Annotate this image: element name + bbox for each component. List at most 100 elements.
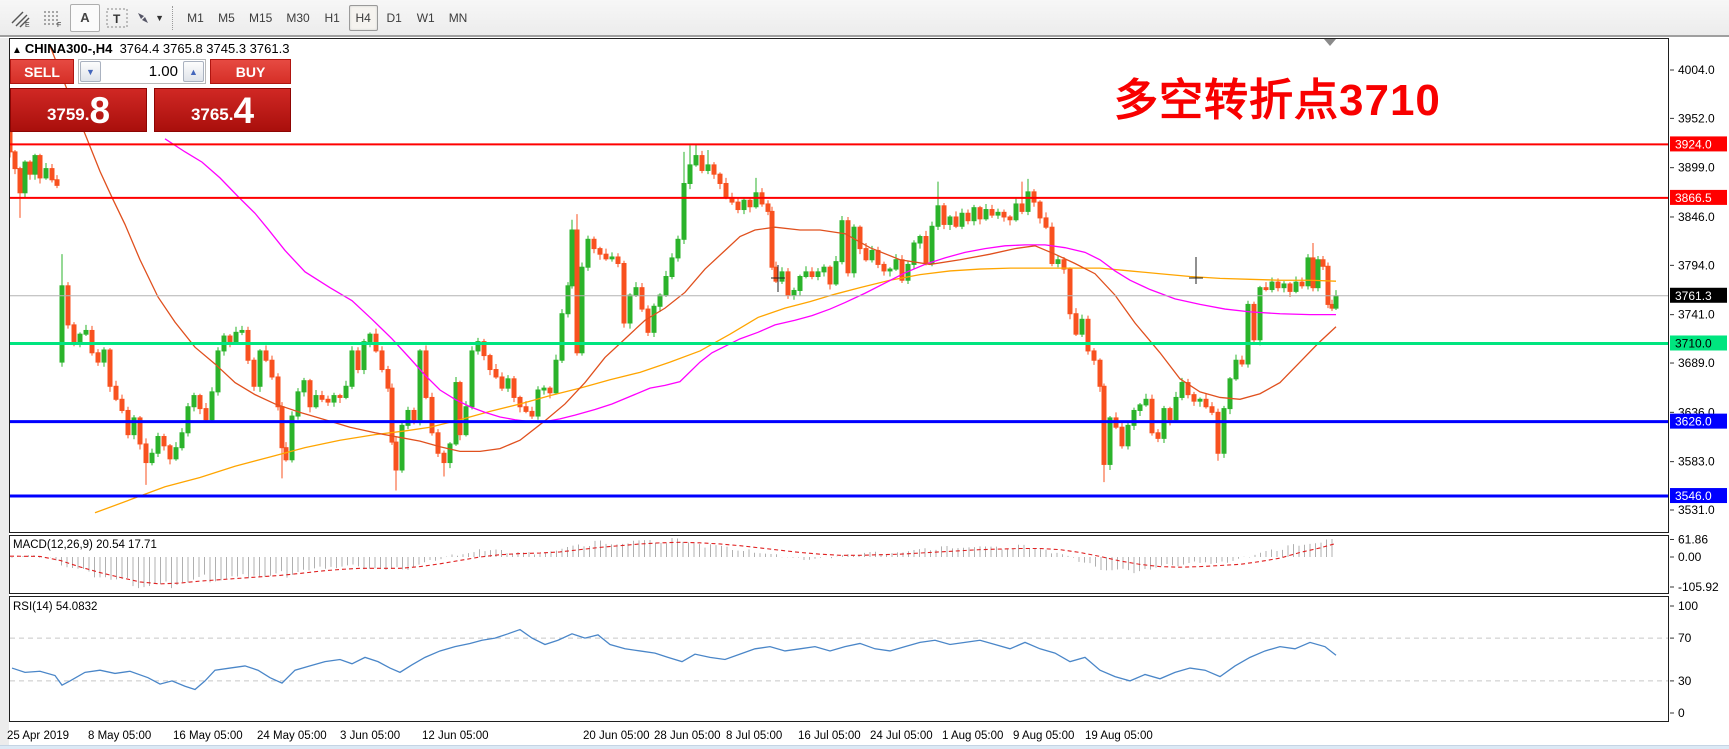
timeframe-button-m5[interactable]: M5: [218, 10, 235, 25]
candle: [1281, 283, 1287, 289]
candle: [179, 432, 185, 449]
ma-medium-magenta: [164, 138, 1336, 423]
candle: [17, 168, 23, 194]
sell-price-display[interactable]: 3759. 8: [10, 88, 147, 132]
date-axis-label: 16 Jul 05:00: [798, 730, 861, 742]
price-axis-label: 3583.0: [1678, 455, 1715, 469]
candle: [941, 205, 947, 225]
candle: [10, 124, 13, 153]
candle: [1197, 398, 1203, 402]
date-axis-label: 1 Aug 05:00: [942, 730, 1003, 742]
candle: [705, 164, 711, 171]
date-axis-label: 9 Aug 05:00: [1013, 730, 1074, 742]
candle: [663, 276, 669, 296]
candle: [113, 385, 119, 400]
candle: [851, 226, 857, 274]
timeframe-button-group: M1 M5 M15 M30 H1 H4 D1 W1 MN: [181, 4, 475, 31]
candle: [493, 369, 499, 378]
candle: [1013, 203, 1019, 221]
rsi-axis-label: 70: [1678, 631, 1692, 645]
date-axis-label: 28 Jun 05:00: [654, 730, 721, 742]
timeframe-button-w1[interactable]: W1: [416, 10, 435, 25]
candle: [167, 445, 173, 460]
candle: [657, 294, 663, 307]
candle: [1215, 411, 1221, 454]
price-tag-label: 3761.3: [1675, 289, 1712, 303]
candle: [887, 268, 893, 272]
candle: [1079, 318, 1085, 335]
candle: [1019, 203, 1025, 212]
candle: [487, 355, 493, 371]
rsi-axis-label: 0: [1678, 706, 1685, 720]
rsi-axis-label: 30: [1678, 674, 1692, 688]
timeframe-button-d1[interactable]: D1: [386, 10, 402, 25]
ma-fast-red: [49, 45, 1337, 453]
date-axis-label: 8 May 05:00: [88, 730, 151, 742]
candle: [597, 248, 603, 255]
arrow-objects-icon[interactable]: ▼: [134, 4, 164, 32]
equidistant-channel-icon[interactable]: E: [6, 4, 36, 32]
candle: [1179, 382, 1185, 398]
price-axis-label: 3899.0: [1678, 161, 1715, 175]
text-label-icon[interactable]: A: [70, 3, 100, 32]
timeframe-button-m30[interactable]: M30: [286, 10, 310, 25]
panel-border: [9, 596, 1669, 722]
timeframe-button-m15[interactable]: M15: [249, 10, 273, 25]
volume-decrease-button[interactable]: ▼: [80, 61, 101, 82]
candle: [1167, 408, 1173, 421]
timeframe-button-h1[interactable]: H1: [324, 10, 340, 25]
candle: [499, 376, 505, 389]
candle: [12, 151, 18, 170]
candle: [233, 331, 239, 343]
text-box-icon[interactable]: T: [102, 4, 132, 32]
timeframe-button-h4[interactable]: H4: [348, 4, 378, 31]
candle: [735, 201, 741, 211]
buy-price-big: 4: [233, 89, 255, 131]
volume-input[interactable]: [102, 60, 182, 83]
macd-signal-line: [10, 541, 1337, 585]
candle: [197, 395, 203, 410]
candle: [1185, 382, 1191, 396]
macd-axis-label: 0.00: [1678, 550, 1702, 564]
candle: [1001, 211, 1007, 218]
candle: [569, 229, 575, 287]
fibonacci-retracement-icon[interactable]: F: [38, 4, 68, 32]
candle: [1221, 408, 1227, 454]
candle: [1315, 259, 1321, 289]
candle: [1025, 191, 1031, 212]
candle: [27, 161, 33, 175]
candle: [22, 161, 28, 194]
volume-increase-button[interactable]: ▲: [183, 61, 204, 82]
ma-slow-orange: [94, 267, 1337, 514]
candle: [275, 376, 281, 408]
rsi-line: [11, 628, 1337, 691]
candle: [827, 266, 833, 285]
chevron-down-icon: ▼: [155, 12, 164, 23]
candle: [1007, 216, 1013, 221]
candle: [1227, 378, 1233, 410]
candle: [325, 398, 331, 403]
candle: [1293, 281, 1299, 292]
candle: [574, 229, 580, 354]
symbol-name: CHINA300-,H4: [24, 41, 113, 56]
candle: [773, 266, 779, 282]
ohlc-values: 3764.4 3765.8 3745.3 3761.3: [119, 41, 290, 56]
timeframe-button-mn[interactable]: MN: [448, 10, 468, 25]
timeframe-button-m1[interactable]: M1: [187, 10, 204, 25]
price-axis-label: 3794.0: [1678, 258, 1715, 272]
candle: [615, 256, 621, 264]
candle: [669, 257, 675, 278]
svg-text:F: F: [57, 22, 61, 28]
buy-button[interactable]: BUY: [210, 59, 291, 84]
candle: [393, 441, 399, 471]
sell-button[interactable]: SELL: [10, 59, 74, 84]
candle: [717, 173, 723, 184]
buy-price-display[interactable]: 3765. 4: [154, 88, 291, 132]
candle: [765, 203, 771, 212]
candle: [989, 209, 995, 216]
candle: [307, 380, 313, 408]
candle: [803, 271, 809, 278]
candle: [523, 406, 529, 412]
candle: [349, 350, 355, 387]
